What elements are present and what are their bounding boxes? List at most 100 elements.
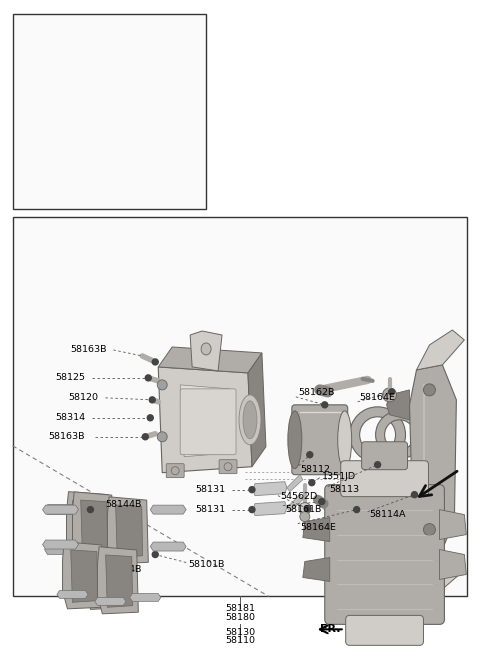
Ellipse shape: [243, 401, 257, 439]
Polygon shape: [106, 555, 132, 607]
Circle shape: [309, 480, 315, 485]
Circle shape: [152, 552, 158, 558]
Circle shape: [171, 466, 179, 475]
Ellipse shape: [157, 432, 167, 441]
Polygon shape: [253, 502, 287, 516]
Circle shape: [322, 402, 328, 408]
Wedge shape: [350, 407, 406, 462]
FancyBboxPatch shape: [72, 500, 108, 560]
Circle shape: [85, 573, 91, 579]
Polygon shape: [45, 504, 81, 514]
Circle shape: [348, 502, 361, 516]
Polygon shape: [439, 550, 467, 579]
Polygon shape: [43, 505, 78, 514]
FancyBboxPatch shape: [325, 485, 444, 625]
Text: 58162B: 58162B: [298, 388, 334, 398]
Polygon shape: [71, 550, 98, 602]
Polygon shape: [439, 510, 467, 539]
FancyBboxPatch shape: [93, 539, 128, 600]
FancyBboxPatch shape: [219, 460, 237, 474]
Ellipse shape: [157, 380, 167, 390]
Polygon shape: [386, 390, 409, 420]
Wedge shape: [376, 411, 423, 459]
Polygon shape: [108, 497, 148, 564]
Bar: [12, 216, 468, 596]
Ellipse shape: [338, 411, 352, 468]
Polygon shape: [409, 365, 456, 550]
Polygon shape: [67, 491, 110, 569]
Text: 58130: 58130: [225, 628, 255, 637]
Circle shape: [147, 415, 153, 420]
Ellipse shape: [288, 411, 302, 468]
Circle shape: [224, 462, 232, 471]
Circle shape: [299, 502, 311, 514]
Bar: [12, 14, 206, 209]
Text: 58144B: 58144B: [106, 500, 142, 509]
Polygon shape: [287, 495, 303, 512]
Polygon shape: [86, 531, 130, 609]
Polygon shape: [248, 353, 266, 466]
Polygon shape: [386, 489, 409, 520]
Polygon shape: [130, 594, 161, 602]
Circle shape: [300, 512, 310, 522]
Circle shape: [319, 499, 325, 504]
Circle shape: [389, 389, 395, 395]
Circle shape: [305, 506, 311, 512]
Text: 58163B: 58163B: [71, 346, 107, 354]
Circle shape: [152, 359, 158, 365]
FancyBboxPatch shape: [292, 405, 348, 475]
Polygon shape: [45, 544, 81, 554]
Circle shape: [249, 506, 255, 512]
FancyBboxPatch shape: [341, 461, 429, 497]
FancyBboxPatch shape: [180, 389, 236, 455]
Text: 58110: 58110: [225, 636, 255, 646]
Text: 54562D: 54562D: [280, 492, 317, 501]
Circle shape: [423, 384, 435, 396]
Polygon shape: [81, 500, 108, 552]
Text: 58161B: 58161B: [285, 505, 321, 514]
Circle shape: [374, 462, 381, 468]
Text: 58144B: 58144B: [106, 565, 142, 574]
Text: 58181: 58181: [225, 604, 255, 613]
Polygon shape: [190, 331, 222, 371]
Circle shape: [149, 397, 155, 403]
Circle shape: [87, 506, 94, 512]
Polygon shape: [180, 385, 232, 457]
Text: 58120: 58120: [69, 394, 98, 402]
Circle shape: [354, 506, 360, 512]
Text: 58101B: 58101B: [188, 560, 225, 569]
Text: 58163B: 58163B: [48, 432, 85, 441]
Circle shape: [307, 452, 313, 458]
Text: 1351JD: 1351JD: [322, 472, 356, 482]
Polygon shape: [253, 482, 287, 496]
Text: 58314: 58314: [56, 413, 85, 422]
Circle shape: [411, 491, 418, 498]
Circle shape: [383, 388, 396, 402]
Text: 58125: 58125: [56, 373, 85, 382]
Polygon shape: [150, 505, 186, 514]
Ellipse shape: [201, 343, 211, 355]
Text: 58112: 58112: [300, 465, 330, 474]
Text: 58131: 58131: [195, 485, 225, 494]
Polygon shape: [116, 505, 143, 558]
FancyBboxPatch shape: [346, 615, 423, 646]
Polygon shape: [158, 347, 262, 373]
Polygon shape: [150, 542, 186, 551]
Text: 58164E: 58164E: [360, 394, 396, 402]
Circle shape: [249, 487, 255, 493]
Circle shape: [145, 375, 151, 381]
Polygon shape: [43, 540, 78, 549]
Polygon shape: [417, 330, 464, 370]
Text: 58131: 58131: [195, 505, 225, 514]
Text: 58113: 58113: [330, 485, 360, 494]
Polygon shape: [95, 598, 126, 605]
Polygon shape: [110, 543, 146, 552]
FancyBboxPatch shape: [166, 464, 184, 478]
Polygon shape: [303, 558, 330, 581]
Polygon shape: [72, 492, 113, 559]
Polygon shape: [303, 518, 330, 542]
Polygon shape: [158, 367, 252, 473]
Text: 58164E: 58164E: [300, 523, 336, 532]
Circle shape: [423, 523, 435, 535]
Polygon shape: [62, 542, 103, 609]
